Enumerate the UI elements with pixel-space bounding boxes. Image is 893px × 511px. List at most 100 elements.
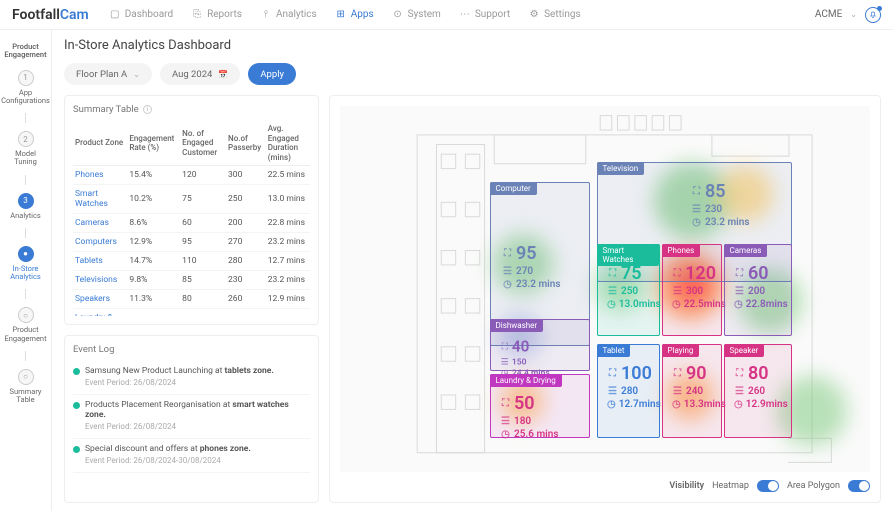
table-row: Phones15.4%12030022.5 mins xyxy=(73,166,310,185)
event-log-title: Event Log xyxy=(73,344,310,355)
system-icon: ⊙ xyxy=(392,9,404,21)
topnav-support[interactable]: ⋯Support xyxy=(459,9,510,21)
clock-icon: ◷ xyxy=(502,279,513,290)
event-log-card: Event Log Samsung New Product Launching … xyxy=(64,335,319,503)
zone-link[interactable]: Tablets xyxy=(73,252,127,271)
topnav-system[interactable]: ⊙System xyxy=(392,9,441,21)
topnav-apps[interactable]: ⊞Apps xyxy=(335,9,374,21)
dashboard-icon: ▢ xyxy=(109,9,121,21)
table-row: Speakers11.3%8026012.9 mins xyxy=(73,290,310,309)
period-select[interactable]: Aug 2024 📅 xyxy=(160,63,240,85)
sidebar-step-5[interactable]: ○Product Engagement xyxy=(2,305,50,345)
passerby-icon: ☰ xyxy=(607,286,618,297)
floor-plan[interactable]: Television ⛶85 ☰230 ◷23.2 mins Computer … xyxy=(340,106,870,472)
event-dot-icon xyxy=(73,446,80,453)
table-row: Smart Watches10.2%7525013.0 mins xyxy=(73,185,310,214)
summary-table-title: Summary Table xyxy=(73,104,139,115)
people-icon: ⛶ xyxy=(691,186,702,197)
passerby-icon: ☰ xyxy=(500,416,511,427)
event-item: Special discount and offers at phones zo… xyxy=(73,439,310,473)
zone-dishwasher[interactable]: Dishwasher ⛶40 ☰150 ◷24.4 mins xyxy=(490,319,590,371)
people-icon: ⛶ xyxy=(734,268,745,279)
page-title: In-Store Analytics Dashboard xyxy=(64,38,881,53)
topnav: ▢Dashboard ⎘Reports ⫯Analytics ⊞Apps ⊙System… xyxy=(109,9,815,21)
clock-icon: ◷ xyxy=(500,429,511,440)
settings-icon: ⚙ xyxy=(528,9,540,21)
event-item: Samsung New Product Launching at tablets… xyxy=(73,361,310,395)
passerby-icon: ☰ xyxy=(672,386,683,397)
zone-smart-watches[interactable]: Smart Watches ⛶75 ☰250 ◷13.0mins xyxy=(597,244,660,336)
zone-link[interactable]: Laundry & drying xyxy=(73,309,127,316)
table-row: Cameras8.6%6020022.8 mins xyxy=(73,214,310,233)
event-dot-icon xyxy=(73,368,80,375)
visibility-bar: Visibility Heatmap Area Polygon xyxy=(340,472,870,492)
zone-link[interactable]: Speakers xyxy=(73,290,127,309)
floor-plan-card: Television ⛶85 ☰230 ◷23.2 mins Computer … xyxy=(329,95,881,503)
zone-speaker[interactable]: Speaker ⛶80 ☰260 ◷12.9mins xyxy=(724,344,792,438)
clock-icon: ◷ xyxy=(607,299,616,310)
table-row: Computers12.9%9527023.2 mins xyxy=(73,233,310,252)
event-item: Products Placement Reorganisation at sma… xyxy=(73,395,310,439)
zone-laundry---drying[interactable]: Laundry & Drying ⛶50 ☰180 ◷25.6 mins xyxy=(490,374,590,438)
topbar: FootfallCam ▢Dashboard ⎘Reports ⫯Analytics… xyxy=(0,0,893,30)
zone-link[interactable]: Cameras xyxy=(73,214,127,233)
topnav-dashboard[interactable]: ▢Dashboard xyxy=(109,9,173,21)
summary-table: Product ZoneEngagement Rate (%)No. of En… xyxy=(73,121,310,316)
clock-icon: ◷ xyxy=(734,399,743,410)
apply-button[interactable]: Apply xyxy=(248,63,296,85)
people-icon: ⛶ xyxy=(734,368,745,379)
clock-icon: ◷ xyxy=(672,399,681,410)
people-icon: ⛶ xyxy=(502,248,513,259)
floor-select[interactable]: Floor Plan A ⌄ xyxy=(64,63,152,85)
sidebar: Product Engagement1App Configurations2Mo… xyxy=(0,30,52,511)
chevron-down-icon: ⌄ xyxy=(133,70,140,79)
topnav-analytics[interactable]: ⫯Analytics xyxy=(260,9,317,21)
zone-link[interactable]: Computers xyxy=(73,233,127,252)
reports-icon: ⎘ xyxy=(191,9,203,21)
table-row: Laundry & drying7.4%5018025.6 mins xyxy=(73,309,310,316)
people-icon: ⛶ xyxy=(500,342,509,351)
sidebar-step-2[interactable]: 2Model Tuning xyxy=(2,129,50,169)
people-icon: ⛶ xyxy=(607,368,618,379)
passerby-icon: ☰ xyxy=(734,386,745,397)
summary-table-card: Summary Table i Product ZoneEngagement R… xyxy=(64,95,319,325)
table-row: Tablets14.7%11028012.7 mins xyxy=(73,252,310,271)
passerby-icon: ☰ xyxy=(672,286,683,297)
zone-link[interactable]: Phones xyxy=(73,166,127,185)
event-dot-icon xyxy=(73,402,80,409)
passerby-icon: ☰ xyxy=(500,358,509,367)
support-icon: ⋯ xyxy=(459,9,471,21)
zone-playing[interactable]: Playing ⛶90 ☰240 ◷13.3mins xyxy=(662,344,722,438)
passerby-icon: ☰ xyxy=(734,286,745,297)
clock-icon: ◷ xyxy=(691,217,702,228)
zone-tablet[interactable]: Tablet ⛶100 ☰280 ◷12.7mins xyxy=(597,344,660,438)
account-menu[interactable]: ACME ⌄ xyxy=(815,7,881,23)
apps-icon: ⊞ xyxy=(335,9,347,21)
zone-link[interactable]: Televisions xyxy=(73,271,127,290)
topnav-reports[interactable]: ⎘Reports xyxy=(191,9,242,21)
notification-bell-icon[interactable] xyxy=(865,7,881,23)
clock-icon: ◷ xyxy=(607,399,616,410)
passerby-icon: ☰ xyxy=(502,266,513,277)
zone-phones[interactable]: Phones ⛶120 ☰300 ◷22.5mins xyxy=(662,244,722,336)
sidebar-step-6[interactable]: ○Summary Table xyxy=(2,367,50,407)
heatmap-toggle[interactable] xyxy=(757,480,779,492)
calendar-icon: 📅 xyxy=(218,70,228,79)
clock-icon: ◷ xyxy=(672,299,681,310)
people-icon: ⛶ xyxy=(672,268,682,279)
sidebar-step-1[interactable]: 1App Configurations xyxy=(2,68,50,108)
passerby-icon: ☰ xyxy=(607,386,618,397)
zone-link[interactable]: Smart Watches xyxy=(73,185,127,214)
polygon-toggle[interactable] xyxy=(848,480,870,492)
logo: FootfallCam xyxy=(12,7,89,23)
sidebar-step-3[interactable]: 3Analytics xyxy=(2,191,50,222)
people-icon: ⛶ xyxy=(607,268,618,279)
sidebar-step-4[interactable]: ●In-Store Analytics xyxy=(2,244,50,284)
chevron-down-icon: ⌄ xyxy=(850,10,857,19)
topnav-settings[interactable]: ⚙Settings xyxy=(528,9,581,21)
info-icon[interactable]: i xyxy=(143,105,152,114)
controls-row: Floor Plan A ⌄ Aug 2024 📅 Apply xyxy=(64,63,881,85)
clock-icon: ◷ xyxy=(734,299,743,310)
zone-cameras[interactable]: Cameras ⛶60 ☰200 ◷22.8mins xyxy=(724,244,792,336)
people-icon: ⛶ xyxy=(672,368,683,379)
